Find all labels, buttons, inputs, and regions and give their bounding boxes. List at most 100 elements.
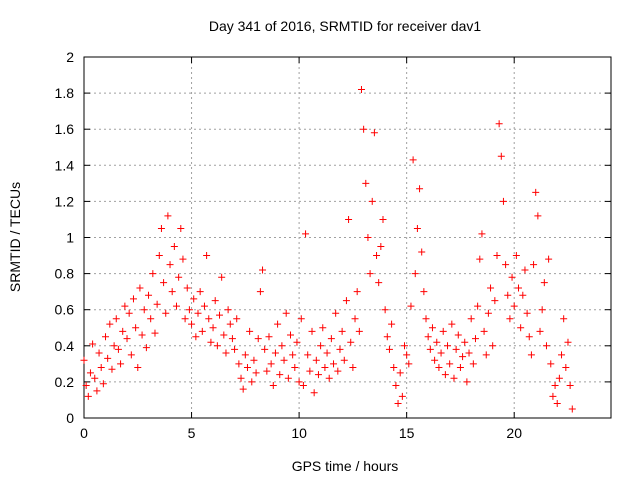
data-point <box>317 342 325 350</box>
data-point <box>188 320 196 328</box>
data-point <box>183 284 191 292</box>
data-point <box>349 363 357 371</box>
data-point <box>327 335 335 343</box>
data-point <box>297 315 305 323</box>
data-point <box>119 327 127 335</box>
data-point <box>489 342 497 350</box>
data-point <box>185 306 193 314</box>
data-point <box>102 333 110 341</box>
chart-title: Day 341 of 2016, SRMTID for receiver dav… <box>209 18 482 34</box>
data-point <box>104 354 112 362</box>
data-point <box>136 284 144 292</box>
data-point <box>216 311 224 319</box>
data-point <box>420 288 428 296</box>
data-point <box>192 333 200 341</box>
data-point <box>566 382 574 390</box>
y-tick-label: 0.8 <box>55 266 75 282</box>
data-point <box>284 374 292 382</box>
data-point <box>125 309 133 317</box>
data-point <box>364 234 372 241</box>
data-point <box>377 243 385 251</box>
data-point <box>177 224 185 232</box>
data-point <box>129 295 137 303</box>
data-point <box>450 374 458 382</box>
data-point <box>474 302 482 310</box>
data-point <box>231 345 239 353</box>
y-tick-label: 1 <box>66 230 74 246</box>
data-point <box>237 374 245 382</box>
data-point <box>289 351 297 359</box>
data-point <box>499 197 507 205</box>
data-point <box>471 335 479 343</box>
data-point <box>448 320 456 328</box>
data-point <box>426 345 434 353</box>
data-point <box>562 363 570 371</box>
data-point <box>321 363 329 371</box>
data-point <box>394 400 402 408</box>
data-point <box>355 327 363 335</box>
data-point <box>164 212 172 220</box>
data-point <box>134 363 142 371</box>
x-axis-label: GPS time / hours <box>292 458 399 474</box>
data-point <box>435 363 443 371</box>
data-point <box>332 309 340 317</box>
data-point <box>293 338 301 346</box>
data-point <box>151 329 159 337</box>
data-point <box>340 356 348 364</box>
data-point <box>93 387 101 395</box>
data-point <box>194 309 202 317</box>
data-point <box>267 360 275 368</box>
data-point <box>454 331 462 339</box>
y-tick-label: 1.4 <box>55 157 75 173</box>
data-point <box>398 392 406 400</box>
data-point <box>538 306 546 314</box>
data-point <box>385 345 393 353</box>
data-point <box>127 351 135 359</box>
data-point <box>444 342 452 350</box>
x-tick-label: 15 <box>399 425 415 441</box>
data-point <box>459 353 467 361</box>
data-point <box>323 349 331 357</box>
data-point <box>439 327 447 335</box>
data-point <box>373 252 381 260</box>
data-point <box>519 291 527 299</box>
data-point <box>452 345 460 353</box>
axis-ticks: 00.20.40.60.811.21.41.61.820 5 10 15 20 <box>55 49 611 441</box>
data-point <box>162 309 170 317</box>
data-point <box>547 360 555 368</box>
data-point <box>491 297 499 305</box>
data-point <box>441 371 449 379</box>
data-point <box>248 378 256 386</box>
data-point <box>362 179 370 187</box>
data-point <box>345 215 353 223</box>
data-point <box>114 345 122 353</box>
x-tick-label: 5 <box>188 425 196 441</box>
data-point <box>334 367 342 375</box>
x-tick-label: 0 <box>80 425 88 441</box>
data-point <box>353 288 361 296</box>
data-point <box>396 369 404 377</box>
data-point <box>416 185 424 193</box>
y-tick-label: 1.8 <box>55 85 75 101</box>
data-point <box>564 338 572 346</box>
data-point <box>291 363 299 371</box>
data-point <box>555 374 563 382</box>
data-point <box>467 315 475 323</box>
data-point <box>536 327 544 335</box>
y-tick-label: 2 <box>66 49 74 65</box>
data-point <box>89 340 97 348</box>
data-point <box>375 279 383 287</box>
data-point <box>409 156 417 164</box>
data-point <box>568 405 576 413</box>
data-point <box>218 273 226 281</box>
data-point <box>314 371 322 379</box>
data-point <box>80 356 88 364</box>
data-point <box>418 248 426 256</box>
data-point <box>549 392 557 400</box>
data-point <box>97 363 105 371</box>
data-point <box>106 320 114 328</box>
data-point <box>145 291 153 299</box>
data-point <box>338 327 346 335</box>
